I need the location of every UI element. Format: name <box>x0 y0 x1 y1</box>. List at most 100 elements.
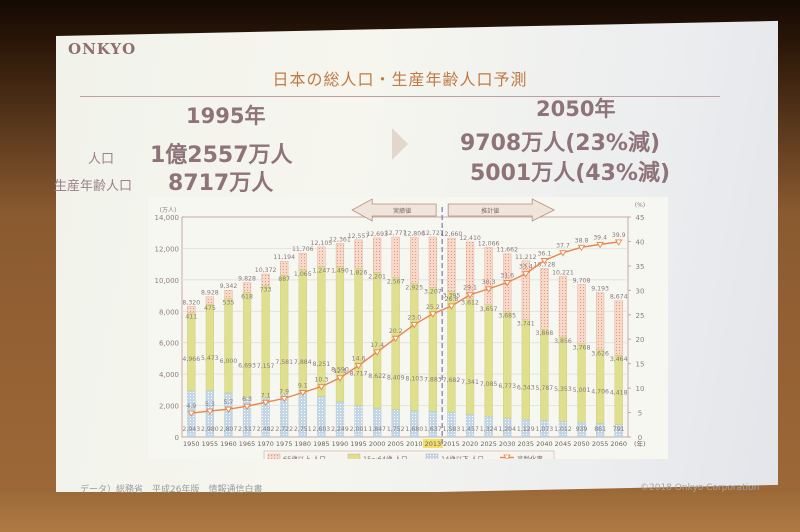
svg-text:8,251: 8,251 <box>313 361 331 368</box>
svg-text:887: 887 <box>278 276 290 283</box>
svg-text:7,581: 7,581 <box>275 359 293 366</box>
svg-text:45: 45 <box>636 214 645 222</box>
svg-text:37.7: 37.7 <box>556 243 570 250</box>
svg-text:3,612: 3,612 <box>461 300 479 307</box>
svg-text:7.9: 7.9 <box>279 388 289 395</box>
svg-text:2013: 2013 <box>425 440 442 448</box>
svg-text:5,787: 5,787 <box>536 385 554 392</box>
svg-text:1,457: 1,457 <box>461 426 479 433</box>
svg-text:2000: 2000 <box>369 440 386 448</box>
svg-text:2,925: 2,925 <box>405 284 423 291</box>
svg-text:3,768: 3,768 <box>573 345 591 352</box>
svg-text:26.8: 26.8 <box>445 296 459 303</box>
svg-text:7,085: 7,085 <box>480 381 498 388</box>
svg-text:14.6: 14.6 <box>352 356 366 363</box>
svg-text:1,012: 1,012 <box>554 426 572 433</box>
svg-text:4.9: 4.9 <box>186 403 196 410</box>
svg-text:2,980: 2,980 <box>201 426 219 433</box>
svg-text:1,204: 1,204 <box>498 426 516 433</box>
svg-text:8,717: 8,717 <box>350 371 368 378</box>
svg-text:3,868: 3,868 <box>536 330 554 337</box>
svg-text:939: 939 <box>576 426 588 433</box>
svg-text:5: 5 <box>638 410 642 418</box>
svg-text:2055: 2055 <box>592 440 609 448</box>
svg-text:14歳以下 人口: 14歳以下 人口 <box>441 454 484 459</box>
svg-text:2,482: 2,482 <box>257 426 275 433</box>
svg-text:8,103: 8,103 <box>405 376 423 383</box>
svg-text:1975: 1975 <box>276 440 293 448</box>
svg-text:3,207: 3,207 <box>424 288 442 295</box>
svg-text:4,418: 4,418 <box>610 390 628 397</box>
svg-text:8,000: 8,000 <box>159 308 179 316</box>
svg-text:30: 30 <box>636 287 645 295</box>
svg-text:1995: 1995 <box>350 440 367 448</box>
svg-text:1,680: 1,680 <box>405 426 423 433</box>
svg-text:12,410: 12,410 <box>459 235 481 242</box>
svg-text:0: 0 <box>638 434 642 442</box>
svg-text:8,928: 8,928 <box>201 290 219 297</box>
svg-text:1950: 1950 <box>183 440 200 448</box>
population-label: 人口 <box>88 152 115 167</box>
svg-text:6,693: 6,693 <box>238 362 256 369</box>
svg-text:5,353: 5,353 <box>554 386 572 393</box>
svg-text:2,567: 2,567 <box>387 278 405 285</box>
svg-text:2,603: 2,603 <box>313 426 331 433</box>
left-population-value: 1億2557万人 <box>150 143 293 168</box>
svg-text:6.3: 6.3 <box>242 396 252 403</box>
svg-text:1,752: 1,752 <box>387 426 405 433</box>
svg-text:1,490: 1,490 <box>331 268 349 275</box>
svg-text:10.3: 10.3 <box>314 377 328 384</box>
svg-text:29.1: 29.1 <box>463 285 477 292</box>
svg-text:推計値: 推計値 <box>481 207 499 215</box>
svg-text:1970: 1970 <box>257 440 274 448</box>
svg-text:1990: 1990 <box>332 440 349 448</box>
svg-text:861: 861 <box>594 426 606 433</box>
svg-text:618: 618 <box>241 293 253 300</box>
svg-text:20.2: 20.2 <box>389 328 403 335</box>
svg-text:0: 0 <box>175 434 179 442</box>
arrow-right-icon <box>392 128 408 160</box>
svg-text:12,557: 12,557 <box>348 233 370 240</box>
svg-text:10,221: 10,221 <box>552 269 574 276</box>
svg-text:5.7: 5.7 <box>224 399 234 406</box>
svg-text:23.0: 23.0 <box>407 315 421 322</box>
svg-text:高齢化率: 高齢化率 <box>517 454 544 459</box>
svg-text:535: 535 <box>223 300 235 307</box>
svg-text:6,343: 6,343 <box>517 384 535 391</box>
svg-text:8,622: 8,622 <box>368 373 386 380</box>
svg-text:8,320: 8,320 <box>182 299 200 306</box>
svg-text:14,000: 14,000 <box>155 214 180 222</box>
svg-text:2005: 2005 <box>387 440 404 448</box>
svg-text:6,773: 6,773 <box>498 383 516 390</box>
svg-text:2,943: 2,943 <box>182 426 200 433</box>
svg-text:1,129: 1,129 <box>517 426 535 433</box>
svg-text:2,722: 2,722 <box>275 426 293 433</box>
svg-text:12,693: 12,693 <box>366 231 388 238</box>
right-population-value: 9708万人(23%減) <box>460 131 660 156</box>
svg-text:9,828: 9,828 <box>238 276 256 283</box>
svg-text:10,728: 10,728 <box>534 261 556 268</box>
svg-text:8,409: 8,409 <box>387 374 405 381</box>
svg-text:8,674: 8,674 <box>610 294 628 301</box>
svg-text:33.4: 33.4 <box>519 264 533 271</box>
svg-text:411: 411 <box>185 314 197 321</box>
svg-text:12,361: 12,361 <box>329 236 351 243</box>
svg-text:25: 25 <box>636 312 645 320</box>
svg-text:1965: 1965 <box>239 440 256 448</box>
svg-text:11,662: 11,662 <box>496 247 518 254</box>
svg-text:2020: 2020 <box>462 440 479 448</box>
svg-text:15～64歳 人口: 15～64歳 人口 <box>363 454 408 459</box>
svg-text:12,660: 12,660 <box>441 231 463 238</box>
svg-text:2015: 2015 <box>443 440 460 448</box>
svg-text:39.4: 39.4 <box>593 234 607 241</box>
svg-text:1,583: 1,583 <box>443 426 461 433</box>
left-year: 1995年 <box>186 104 266 128</box>
svg-text:6,000: 6,000 <box>220 358 238 365</box>
svg-text:35: 35 <box>636 263 645 271</box>
svg-text:12,727: 12,727 <box>422 230 444 237</box>
svg-text:3,657: 3,657 <box>480 306 498 313</box>
svg-text:30.3: 30.3 <box>482 279 496 286</box>
svg-text:12.1: 12.1 <box>333 368 347 375</box>
svg-text:20: 20 <box>636 336 645 344</box>
svg-text:1,637: 1,637 <box>424 426 442 433</box>
